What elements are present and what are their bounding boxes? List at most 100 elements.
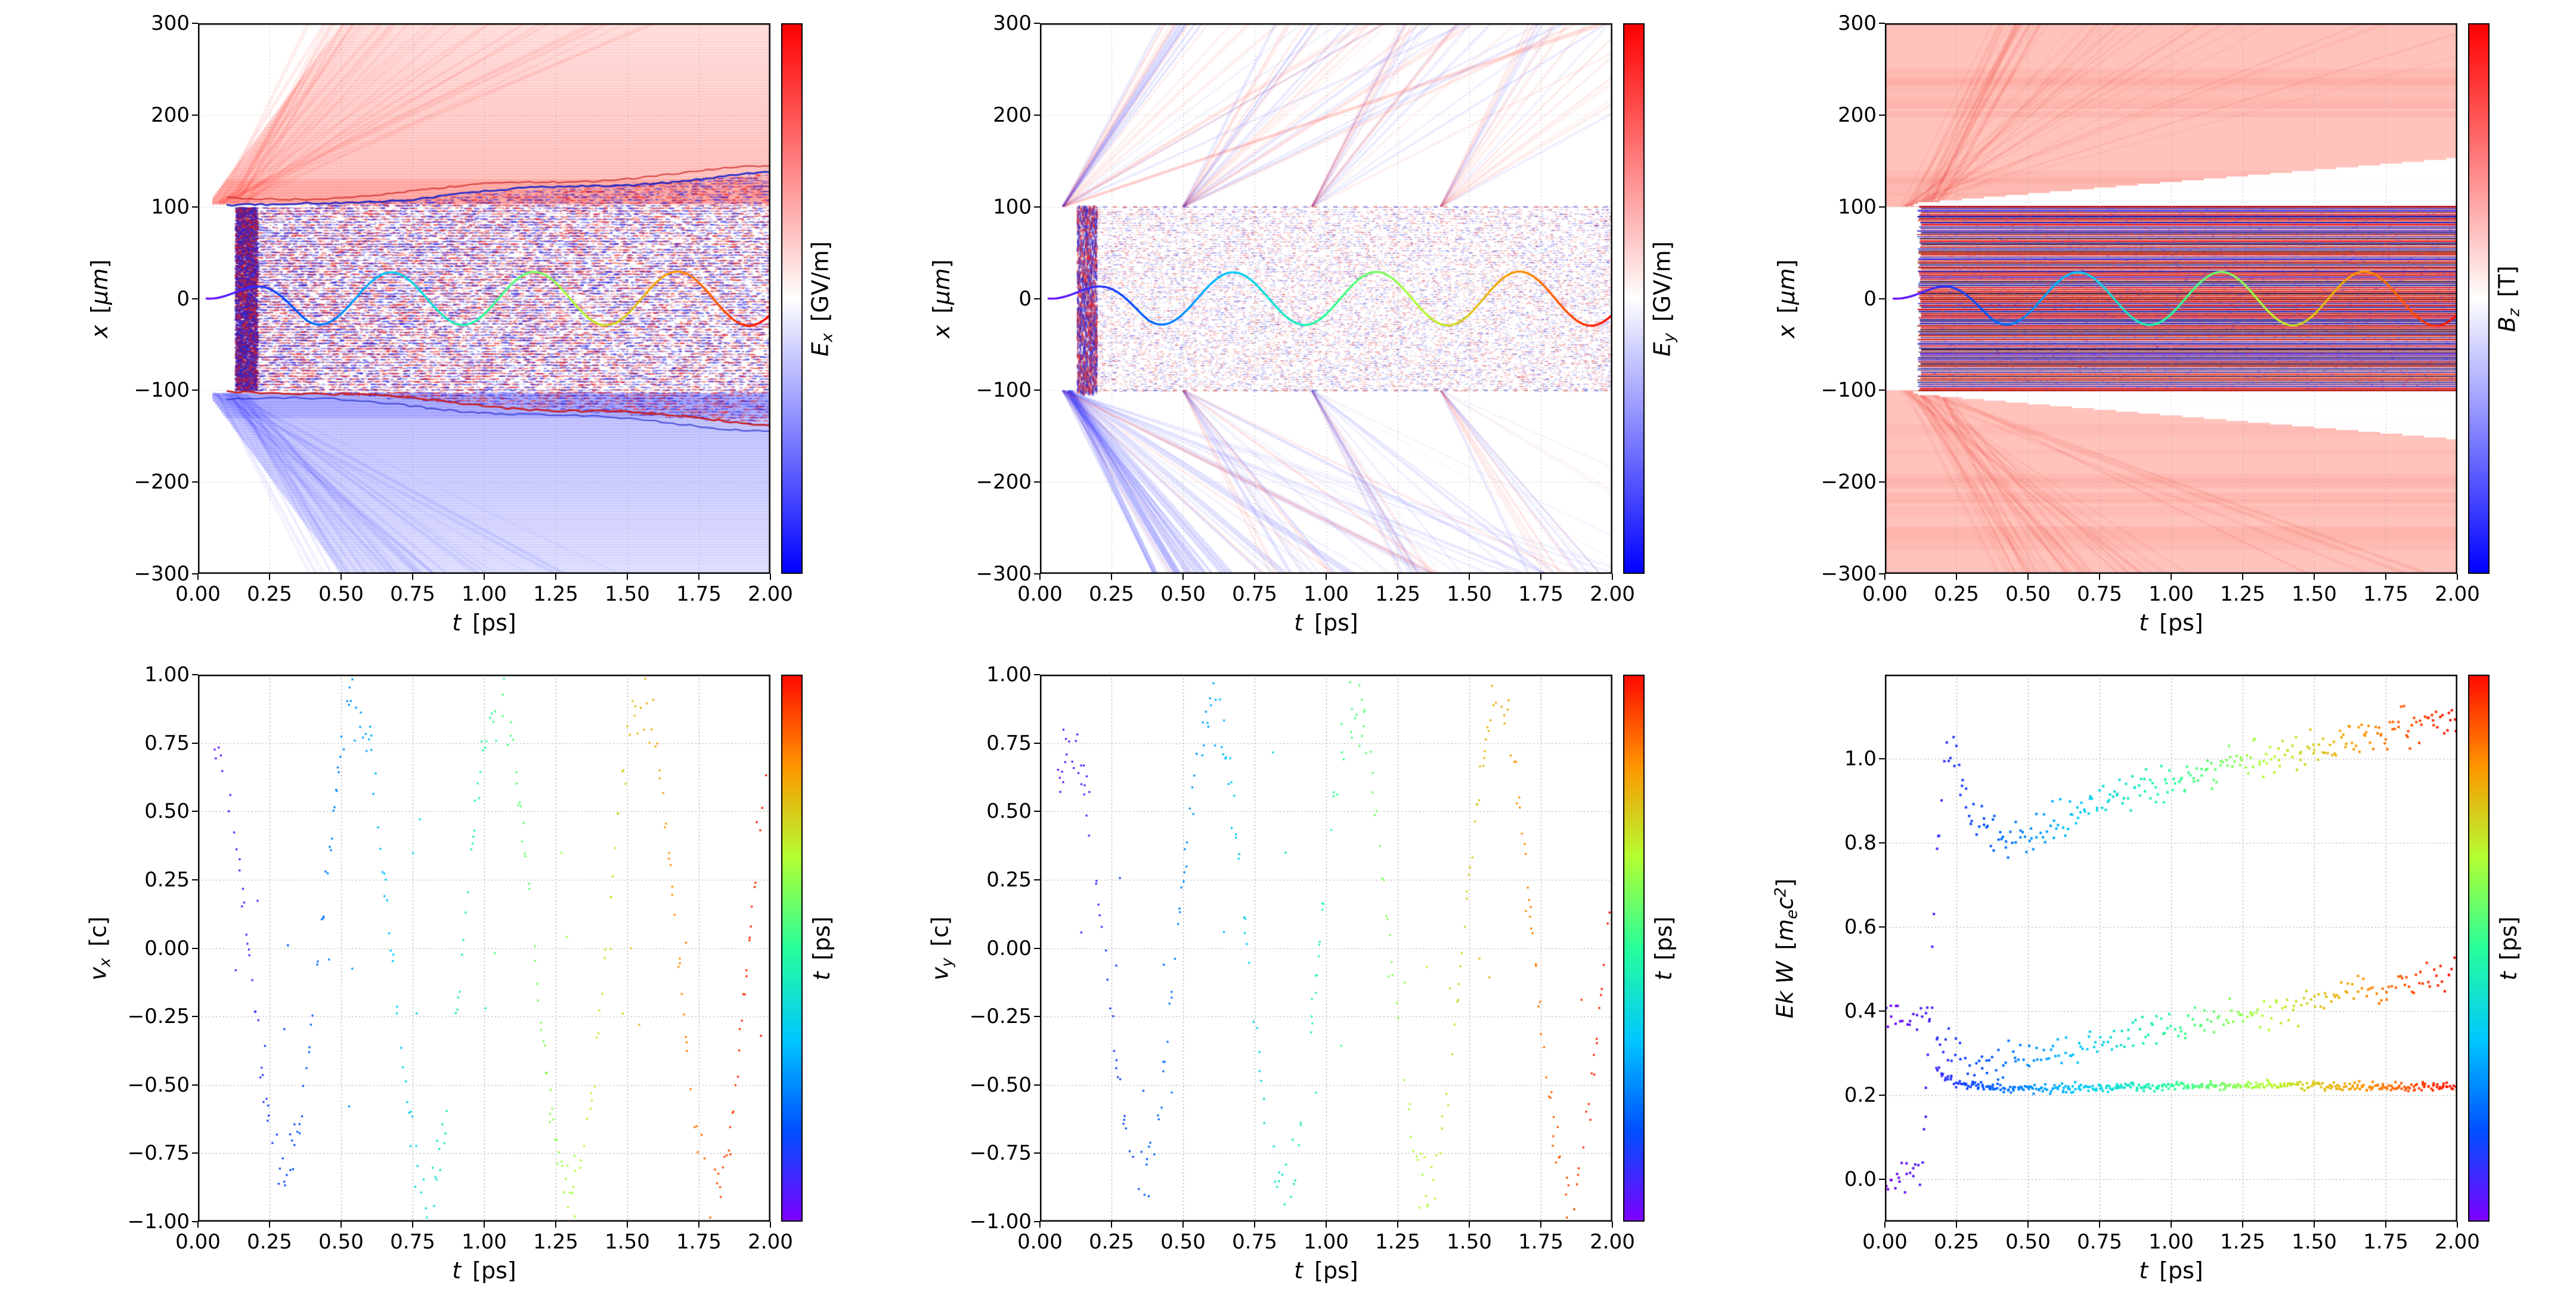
label-segment: x bbox=[818, 332, 837, 342]
y-tick-mark bbox=[1879, 298, 1885, 299]
x-tick-mark bbox=[1469, 1222, 1470, 1228]
x-tick-label: 1.00 bbox=[2148, 1230, 2194, 1254]
label-segment: t bbox=[1294, 610, 1304, 636]
x-tick-mark bbox=[269, 574, 270, 580]
ey-map-plot-canvas bbox=[1040, 23, 1612, 574]
label-segment: [ps] bbox=[461, 610, 516, 636]
x-tick-mark bbox=[2099, 574, 2100, 580]
label-segment: [c] bbox=[927, 916, 953, 958]
x-tick-label: 0.25 bbox=[1089, 1230, 1134, 1254]
label-segment: m bbox=[1772, 919, 1798, 941]
y-tick-label: 300 bbox=[151, 11, 190, 35]
y-tick-mark bbox=[1034, 298, 1040, 299]
label-segment: [ bbox=[1773, 304, 1800, 325]
y-tick-mark bbox=[192, 811, 198, 812]
label-segment: E bbox=[807, 342, 834, 357]
x-tick-label: 0.00 bbox=[1862, 582, 1908, 606]
ey-map-y-axis-label: x [μm] bbox=[928, 259, 955, 338]
x-tick-label: 0.00 bbox=[175, 1230, 221, 1254]
x-tick-label: 0.50 bbox=[1160, 1230, 1206, 1254]
y-tick-mark bbox=[1034, 1221, 1040, 1222]
label-segment: t bbox=[2496, 971, 2522, 981]
ex-map-y-axis-label: x [μm] bbox=[86, 259, 113, 338]
y-tick-label: 0.50 bbox=[986, 799, 1032, 824]
y-tick-mark bbox=[192, 114, 198, 116]
x-tick-mark bbox=[627, 574, 628, 580]
x-tick-label: 0.25 bbox=[1089, 582, 1134, 606]
y-tick-label: 200 bbox=[993, 103, 1032, 127]
label-segment: [ bbox=[86, 304, 113, 325]
y-tick-label: 0.00 bbox=[144, 936, 190, 960]
x-tick-mark bbox=[197, 574, 199, 580]
x-tick-label: 1.75 bbox=[676, 1230, 722, 1254]
y-tick-mark bbox=[192, 1084, 198, 1086]
y-tick-label: 0.4 bbox=[1844, 999, 1877, 1024]
x-tick-mark bbox=[1326, 1222, 1327, 1228]
vx-scatter-x-axis-label: t [ps] bbox=[452, 1257, 516, 1284]
y-tick-mark bbox=[192, 1152, 198, 1154]
y-tick-mark bbox=[1034, 811, 1040, 812]
vx-scatter-plot-canvas bbox=[198, 675, 770, 1222]
label-segment: t bbox=[2139, 610, 2148, 636]
y-tick-mark bbox=[1034, 390, 1040, 391]
y-tick-mark bbox=[192, 23, 198, 24]
y-tick-mark bbox=[192, 573, 198, 574]
x-tick-mark bbox=[2314, 1222, 2315, 1228]
x-tick-mark bbox=[1540, 574, 1541, 580]
label-segment: x bbox=[1773, 324, 1800, 338]
ek-scatter-colorbar bbox=[2468, 675, 2490, 1222]
y-tick-label: −0.50 bbox=[969, 1073, 1032, 1097]
y-tick-label: −200 bbox=[1820, 470, 1877, 495]
x-tick-mark bbox=[770, 574, 771, 580]
label-segment: [ps] bbox=[1651, 916, 1677, 972]
label-segment: t bbox=[452, 1257, 462, 1284]
label-segment: [ps] bbox=[2148, 1257, 2203, 1284]
x-tick-label: 0.75 bbox=[1232, 1230, 1277, 1254]
y-tick-label: −1.00 bbox=[127, 1210, 190, 1234]
x-tick-label: 0.75 bbox=[1232, 582, 1277, 606]
x-tick-label: 0.75 bbox=[2077, 1230, 2122, 1254]
vx-scatter-colorbar-label: t [ps] bbox=[809, 916, 835, 980]
x-tick-label: 2.00 bbox=[748, 582, 793, 606]
x-tick-label: 1.25 bbox=[533, 582, 578, 606]
x-tick-label: 0.50 bbox=[1160, 582, 1206, 606]
label-segment: Ek W bbox=[1772, 961, 1798, 1018]
x-tick-mark bbox=[770, 1222, 771, 1228]
x-tick-label: 1.25 bbox=[2220, 582, 2265, 606]
x-tick-mark bbox=[2099, 1222, 2100, 1228]
ek-scatter-colorbar-label: t [ps] bbox=[2496, 916, 2522, 980]
x-tick-mark bbox=[484, 1222, 485, 1228]
y-tick-label: −0.50 bbox=[127, 1073, 190, 1097]
x-tick-mark bbox=[412, 574, 413, 580]
x-tick-mark bbox=[2385, 1222, 2386, 1228]
x-tick-mark bbox=[340, 1222, 342, 1228]
x-tick-mark bbox=[1540, 1222, 1541, 1228]
x-tick-mark bbox=[484, 574, 485, 580]
y-tick-mark bbox=[1879, 1179, 1885, 1180]
x-tick-label: 2.00 bbox=[2435, 1230, 2480, 1254]
x-tick-mark bbox=[1254, 574, 1255, 580]
label-segment: x bbox=[96, 957, 114, 967]
x-tick-label: 2.00 bbox=[1590, 1230, 1635, 1254]
x-tick-mark bbox=[1884, 574, 1885, 580]
y-tick-mark bbox=[1034, 481, 1040, 483]
label-segment: 2 bbox=[1772, 887, 1790, 897]
vy-scatter-x-axis-label: t [ps] bbox=[1294, 1257, 1358, 1284]
label-segment: t bbox=[452, 610, 462, 636]
label-segment: [ bbox=[1772, 941, 1798, 962]
y-tick-mark bbox=[1034, 206, 1040, 208]
x-tick-label: 1.50 bbox=[2292, 582, 2337, 606]
y-tick-label: 200 bbox=[151, 103, 190, 127]
x-tick-mark bbox=[2171, 1222, 2172, 1228]
x-tick-label: 0.25 bbox=[247, 1230, 292, 1254]
x-tick-label: 1.50 bbox=[1447, 582, 1492, 606]
x-tick-mark bbox=[197, 1222, 199, 1228]
x-tick-mark bbox=[555, 1222, 556, 1228]
y-tick-mark bbox=[192, 1221, 198, 1222]
x-tick-label: 1.00 bbox=[1304, 582, 1349, 606]
label-segment: x bbox=[928, 324, 955, 338]
y-tick-mark bbox=[1879, 926, 1885, 928]
x-tick-mark bbox=[698, 574, 699, 580]
y-tick-label: 0.75 bbox=[986, 731, 1032, 755]
x-tick-label: 1.50 bbox=[605, 582, 650, 606]
